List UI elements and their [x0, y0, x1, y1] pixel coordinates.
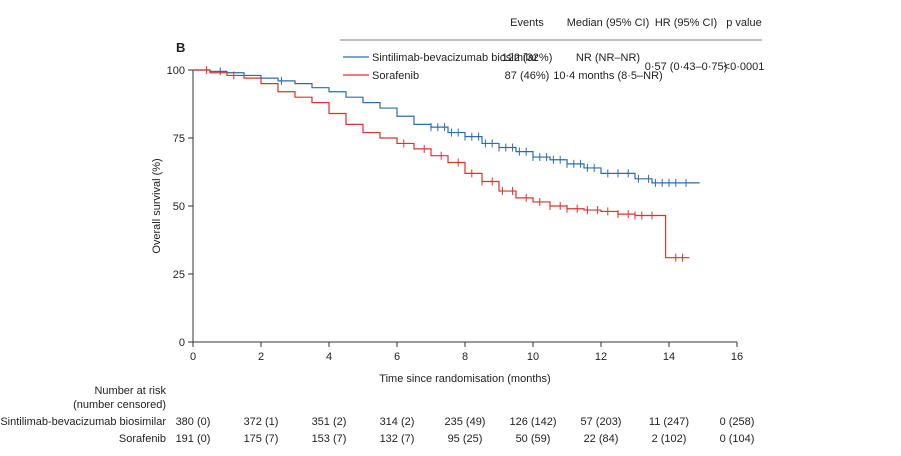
- legend: Events Median (95% CI) HR (95% CI) p val…: [340, 17, 764, 82]
- x-tick-label: 2: [258, 351, 264, 363]
- y-tick-label: 25: [173, 269, 185, 281]
- x-tick-label: 14: [663, 351, 675, 363]
- x-tick-label: 4: [326, 351, 332, 363]
- risk-cell: 235 (49): [445, 416, 486, 428]
- risk-table-title: Number at risk: [94, 385, 166, 397]
- axes: 0 25 50 75 100 0 2 4 6 8 10 12 14 16 Time since rand…: [151, 65, 743, 385]
- panel-label: B: [176, 40, 185, 55]
- legend-hr: 0·57 (0·43–0·75): [645, 61, 728, 73]
- risk-table-subtitle: (number censored): [73, 399, 166, 411]
- legend-label-sintilimab: Sintilimab-bevacizumab biosimilar: [372, 52, 538, 64]
- legend-median-sintilimab: NR (NR–NR): [576, 52, 640, 64]
- x-tick-label: 6: [394, 351, 400, 363]
- curve-sintilimab: [193, 69, 700, 184]
- risk-cell: 95 (25): [448, 433, 483, 445]
- x-axis-label: Time since randomisation (months): [379, 373, 550, 385]
- legend-events-sintilimab: 122 (32%): [502, 52, 553, 64]
- legend-header-median: Median (95% CI): [567, 17, 650, 29]
- risk-cell: 175 (7): [244, 433, 279, 445]
- legend-median-sorafenib: 10·4 months (8·5–NR): [553, 70, 662, 82]
- risk-row-label-sintilimab: Sintilimab-bevacizumab biosimilar: [0, 416, 166, 428]
- legend-p: <0·0001: [724, 61, 765, 73]
- risk-cell: 0 (104): [720, 433, 755, 445]
- curve-sorafenib: [193, 69, 690, 259]
- risk-cell: 126 (142): [509, 416, 556, 428]
- survival-curves: [193, 66, 700, 262]
- y-tick-label: 0: [179, 337, 185, 349]
- risk-cell: 57 (203): [581, 416, 622, 428]
- risk-cell: 191 (0): [176, 433, 211, 445]
- y-tick-label: 100: [167, 65, 185, 77]
- risk-cell: 351 (2): [312, 416, 347, 428]
- risk-cell: 50 (59): [516, 433, 551, 445]
- risk-table: Number at risk (number censored) Sintili…: [0, 385, 754, 445]
- risk-cell: 314 (2): [380, 416, 415, 428]
- legend-header-events: Events: [510, 17, 544, 29]
- legend-label-sorafenib: Sorafenib: [372, 70, 419, 82]
- risk-cell: 380 (0): [176, 416, 211, 428]
- x-tick-label: 12: [595, 351, 607, 363]
- y-axis-label: Overall survival (%): [151, 158, 163, 253]
- legend-events-sorafenib: 87 (46%): [505, 70, 550, 82]
- risk-cell: 153 (7): [312, 433, 347, 445]
- risk-cell: 372 (1): [244, 416, 279, 428]
- y-tick-label: 50: [173, 201, 185, 213]
- x-tick-label: 0: [190, 351, 196, 363]
- x-tick-label: 8: [462, 351, 468, 363]
- risk-cell: 22 (84): [584, 433, 619, 445]
- x-tick-label: 16: [731, 351, 743, 363]
- risk-row-label-sorafenib: Sorafenib: [119, 433, 166, 445]
- risk-cell: 2 (102): [652, 433, 687, 445]
- x-tick-label: 10: [527, 351, 539, 363]
- risk-cell: 11 (247): [649, 416, 689, 428]
- y-tick-label: 75: [173, 133, 185, 145]
- legend-header-hr: HR (95% CI): [655, 17, 717, 29]
- legend-header-p: p value: [726, 17, 761, 29]
- risk-cell: 132 (7): [380, 433, 415, 445]
- risk-cell: 0 (258): [720, 416, 755, 428]
